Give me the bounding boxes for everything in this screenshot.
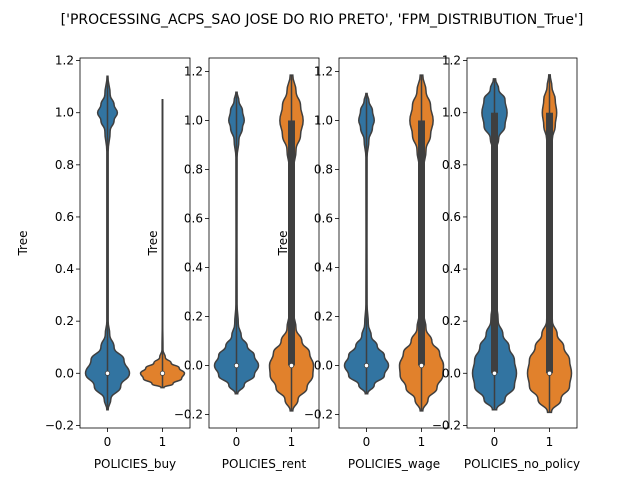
y-tick-label: 0.8 <box>184 162 203 176</box>
x-axis-label: POLICIES_rent <box>222 457 307 471</box>
y-tick-label: 0.6 <box>442 210 461 224</box>
violin-median-1 <box>546 370 553 376</box>
y-tick-label: 0.6 <box>314 211 333 225</box>
violin-median-0 <box>491 370 498 376</box>
y-tick-label: 0.4 <box>184 261 203 275</box>
subplot-3: −0.2 0.0 0.2 0.4 0.6 0.8 1.0 1.2 0 1 POLICIES_wage… <box>276 57 450 471</box>
y-tick-label: 1.0 <box>184 113 203 127</box>
subplot-2: −0.2 0.0 0.2 0.4 0.6 0.8 1.0 1.2 0 1 POLICIES_rent… <box>146 57 320 471</box>
x-tick-label: 0 <box>104 435 112 449</box>
x-tick-label: 1 <box>159 435 167 449</box>
y-tick-label: 0.4 <box>442 262 461 276</box>
y-tick-label: −0.2 <box>45 418 74 432</box>
axes-frame <box>208 57 320 429</box>
violin-median-0 <box>363 362 370 369</box>
x-tick-label: 0 <box>363 435 371 449</box>
y-tick-label: 0.2 <box>314 310 333 324</box>
x-axis-label: POLICIES_no_policy <box>464 457 580 471</box>
violin-median-0 <box>233 362 240 369</box>
axes-frame <box>466 57 578 429</box>
y-tick-label: 0.0 <box>314 359 333 373</box>
violin-median-1 <box>159 370 166 376</box>
subplot-4: −0.2 0.0 0.2 0.4 0.6 0.8 1.0 1.2 0 1 POLICIES_no_p… <box>432 54 580 471</box>
y-tick-label: 1.0 <box>314 113 333 127</box>
violin-iqr-1 <box>288 120 295 366</box>
x-tick-label: 0 <box>233 435 241 449</box>
y-tick-label: −0.2 <box>432 418 461 432</box>
violin-median-1 <box>418 362 425 369</box>
y-tick-label: 1.0 <box>55 106 74 120</box>
y-tick-label: 0.2 <box>184 310 203 324</box>
y-tick-label: 0.8 <box>442 158 461 172</box>
violin-iqr-1 <box>418 120 425 366</box>
violin-median-1 <box>288 362 295 369</box>
y-tick-label: 0.6 <box>184 211 203 225</box>
y-tick-label: 0.0 <box>55 366 74 380</box>
y-tick-label: −0.2 <box>174 408 203 422</box>
violin-iqr-1 <box>546 112 553 374</box>
y-tick-label: 0.2 <box>442 314 461 328</box>
y-tick-label: 0.4 <box>314 261 333 275</box>
y-tick-label: 1.2 <box>184 64 203 78</box>
y-axis-label: Tree <box>16 230 30 256</box>
violin-iqr-0 <box>491 112 498 374</box>
x-tick-label: 1 <box>418 435 426 449</box>
figure-title: ['PROCESSING_ACPS_SAO JOSE DO RIO PRETO'… <box>61 12 584 28</box>
x-tick-label: 1 <box>288 435 296 449</box>
y-tick-label: 0.6 <box>55 210 74 224</box>
y-tick-label: 1.2 <box>314 64 333 78</box>
y-tick-label: 0.8 <box>314 162 333 176</box>
y-tick-label: 0.0 <box>184 359 203 373</box>
y-tick-label: 0.2 <box>55 314 74 328</box>
x-tick-label: 1 <box>546 435 554 449</box>
axes-frame <box>338 57 450 429</box>
y-tick-label: 0.0 <box>442 366 461 380</box>
y-tick-label: 1.0 <box>442 106 461 120</box>
y-tick-label: 0.8 <box>55 158 74 172</box>
x-axis-label: POLICIES_buy <box>94 457 176 471</box>
y-axis-label: Tree <box>146 230 160 256</box>
y-axis-label: Tree <box>276 230 290 256</box>
y-tick-label: −0.2 <box>304 408 333 422</box>
x-tick-label: 0 <box>491 435 499 449</box>
y-tick-label: 0.4 <box>55 262 74 276</box>
subplot-1: −0.2 0.0 0.2 0.4 0.6 0.8 1.0 1.2 0 1 POLICIES_buy T… <box>16 54 191 471</box>
violin-median-0 <box>104 370 111 376</box>
subplot-panels: −0.2 0.0 0.2 0.4 0.6 0.8 1.0 1.2 0 1 POLICIES_buy T… <box>16 54 580 471</box>
axes-frame <box>79 57 191 429</box>
x-axis-label: POLICIES_wage <box>348 457 440 471</box>
y-tick-label: 1.2 <box>55 54 74 68</box>
y-tick-label: 1.2 <box>442 54 461 68</box>
